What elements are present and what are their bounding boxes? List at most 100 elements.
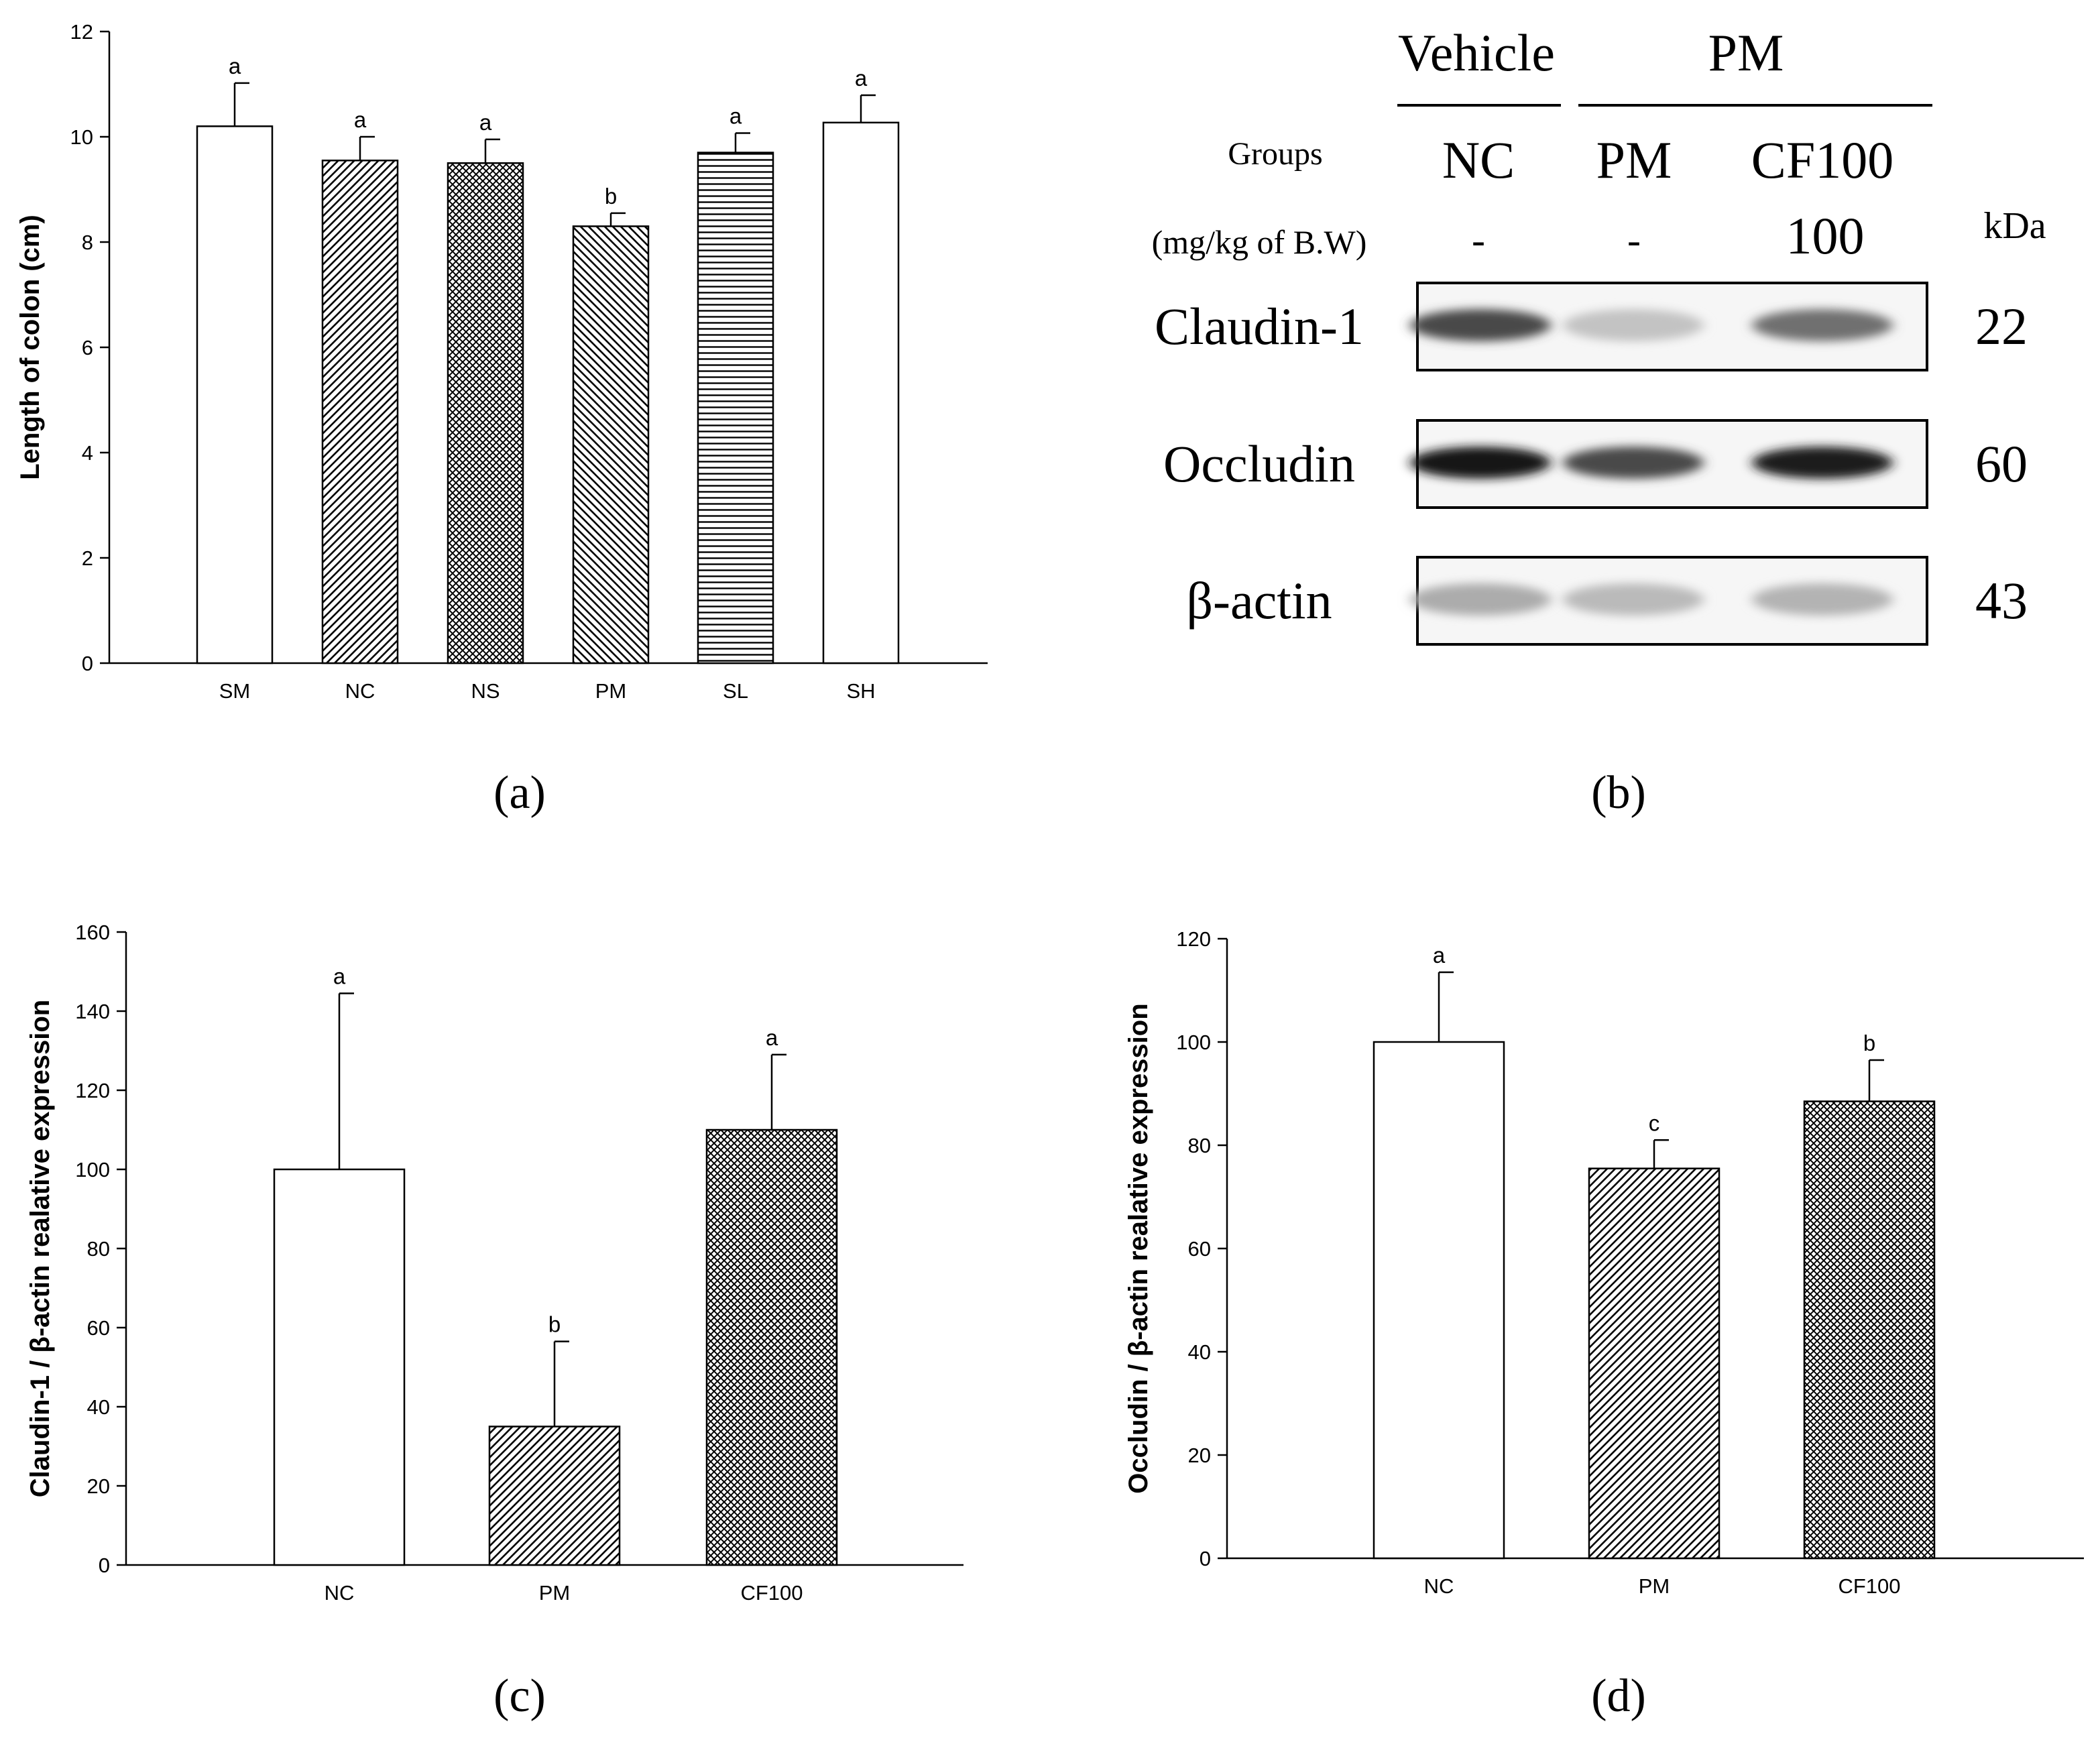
significance-letter: b — [548, 1312, 561, 1337]
x-tick-label: NC — [325, 1581, 355, 1605]
panel-label-c: (c) — [493, 1670, 546, 1722]
y-tick-label: 0 — [82, 652, 93, 675]
y-tick-label: 4 — [82, 441, 93, 465]
y-tick-label: 100 — [75, 1158, 110, 1181]
lane-name-nc: NC — [1442, 131, 1515, 189]
blot-row-actin: β-actin 43 — [1186, 556, 2028, 646]
significance-letter: a — [479, 110, 492, 135]
blot-band — [1563, 447, 1704, 479]
y-tick-label: 20 — [1188, 1444, 1211, 1467]
pm-group-header: PM — [1708, 23, 1784, 82]
panel-label-a: (a) — [493, 767, 546, 819]
bar-cf100 — [705, 1128, 838, 1566]
y-tick-label: 0 — [99, 1554, 110, 1577]
y-tick-label: 40 — [1188, 1340, 1211, 1364]
y-tick-label: 100 — [1176, 1031, 1211, 1054]
blot-band — [1410, 447, 1551, 479]
y-tick-label: 0 — [1200, 1547, 1211, 1570]
panel-label-d: (d) — [1591, 1670, 1646, 1722]
x-tick-label: PM — [1639, 1574, 1670, 1598]
x-tick-label: SL — [723, 679, 748, 703]
y-tick-label: 20 — [87, 1474, 110, 1498]
occludin-expression-chart: 0 20 40 60 80 100 120 Occludin / β-actin realat… — [1124, 927, 2084, 1598]
x-tick-label: SH — [846, 679, 875, 703]
blot-row-claudin-1: Claudin-1 22 — [1155, 282, 2028, 371]
western-blot-panel: Vehicle PM Groups NC PM CF100 (mg/kg of … — [1152, 23, 2046, 646]
protein-label: Occludin — [1163, 434, 1355, 493]
significance-letter: c — [1649, 1110, 1660, 1135]
significance-letter: a — [354, 107, 367, 132]
kda-label: kDa — [1983, 205, 2046, 247]
bar-ns — [447, 162, 524, 664]
groups-label: Groups — [1228, 136, 1322, 172]
lane-dose-pm: - — [1627, 218, 1641, 262]
protein-label: Claudin-1 — [1155, 297, 1364, 355]
claudin-expression-chart: 0 20 40 60 80 100 120 140 160 Claudin-1 / β-actin… — [25, 921, 964, 1605]
protein-label: β-actin — [1186, 571, 1332, 630]
y-axis-label: Length of colon (cm) — [15, 215, 45, 480]
y-tick-label: 2 — [82, 546, 93, 570]
bar-nc — [273, 1168, 406, 1566]
blot-band — [1752, 583, 1893, 616]
y-tick-label: 80 — [1188, 1134, 1211, 1157]
blot-band — [1410, 309, 1551, 341]
blot-band — [1752, 447, 1893, 479]
blot-band — [1752, 309, 1893, 341]
significance-letter: a — [855, 66, 868, 91]
y-tick-label: 140 — [75, 1000, 110, 1023]
bar-sh — [822, 121, 900, 664]
bar-sl — [697, 152, 774, 664]
lane-name-pm: PM — [1596, 131, 1672, 189]
blot-row-occludin: Occludin 60 — [1163, 419, 2028, 509]
y-tick-label: 6 — [82, 336, 93, 359]
vehicle-header: Vehicle — [1398, 23, 1555, 82]
lane-dose-nc: - — [1472, 218, 1485, 262]
significance-letter: a — [229, 54, 241, 78]
y-tick-label: 120 — [75, 1079, 110, 1102]
panel-label-b: (b) — [1591, 767, 1646, 819]
x-tick-label: NC — [345, 679, 375, 703]
bar-sm — [196, 125, 274, 664]
significance-letter: a — [766, 1025, 778, 1050]
kda-value: 22 — [1975, 297, 2028, 355]
bar-cf100 — [1803, 1100, 1936, 1560]
significance-letter: a — [1433, 943, 1446, 968]
colon-length-chart: 0 2 4 6 8 10 12 Length of colon (cm) a SM a NC a NS b P… — [15, 20, 988, 703]
significance-letter: a — [730, 104, 742, 129]
bar-nc — [1373, 1041, 1505, 1560]
y-tick-label: 40 — [87, 1395, 110, 1419]
x-tick-label: CF100 — [740, 1581, 803, 1605]
bar-pm — [488, 1426, 621, 1566]
y-tick-label: 12 — [70, 20, 93, 44]
blot-band — [1563, 309, 1704, 341]
x-tick-label: CF100 — [1838, 1574, 1900, 1598]
x-tick-label: NC — [1424, 1574, 1454, 1598]
x-tick-label: NS — [471, 679, 500, 703]
kda-value: 60 — [1975, 434, 2028, 493]
dose-label: (mg/kg of B.W) — [1152, 223, 1367, 261]
bar-pm — [572, 225, 650, 664]
y-tick-label: 10 — [70, 125, 93, 149]
y-axis-label: Claudin-1 / β-actin realative expression — [25, 1000, 55, 1497]
lane-dose-cf100: 100 — [1786, 207, 1865, 265]
blot-band — [1563, 583, 1704, 616]
kda-value: 43 — [1975, 571, 2028, 630]
x-tick-label: PM — [595, 679, 627, 703]
y-tick-label: 80 — [87, 1237, 110, 1261]
x-tick-label: SM — [219, 679, 251, 703]
bar-nc — [321, 160, 399, 664]
y-tick-label: 60 — [87, 1316, 110, 1340]
significance-letter: b — [1863, 1031, 1875, 1055]
blot-band — [1410, 583, 1551, 616]
x-tick-label: PM — [539, 1581, 571, 1605]
y-tick-label: 160 — [75, 921, 110, 944]
bar-pm — [1588, 1167, 1720, 1560]
significance-letter: b — [605, 184, 617, 209]
significance-letter: a — [333, 964, 346, 988]
y-tick-label: 60 — [1188, 1237, 1211, 1261]
y-tick-label: 8 — [82, 231, 93, 254]
lane-name-cf100: CF100 — [1751, 131, 1893, 189]
y-tick-label: 120 — [1176, 927, 1211, 951]
y-axis-label: Occludin / β-actin realative expression — [1124, 1003, 1153, 1493]
